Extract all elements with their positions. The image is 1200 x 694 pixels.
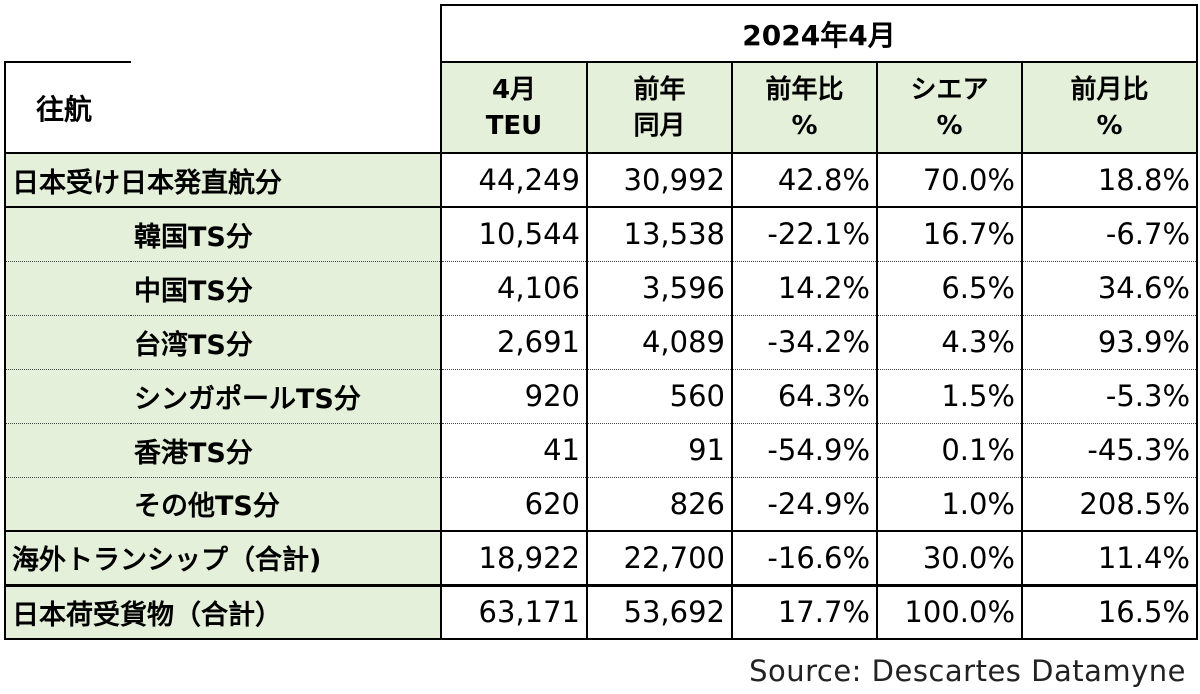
axis-label: 往航 [4,61,131,154]
value-cell: 44,249 [440,152,588,208]
value-cell: 18.8% [1021,152,1198,208]
table-row: 中国TS分 4,106 3,596 14.2% 6.5% 34.6% [4,261,1198,316]
row-label: シンガポールTS分 [4,369,442,424]
column-header-row: 往航 4月 TEU 前年 同月 前年比% シエア% 前月比% [4,61,1198,154]
value-cell: 30.0% [876,531,1023,587]
value-cell: 34.6% [1021,261,1198,316]
row-label: 中国TS分 [4,261,442,316]
table-row: シンガポールTS分 920 560 64.3% 1.5% -5.3% [4,369,1198,424]
period-row: 2024年4月 [5,4,1198,63]
value-cell: -22.1% [731,207,878,262]
value-cell: 91 [586,423,733,478]
col-header-prev-year: 前年 同月 [586,61,733,154]
value-cell: 16.5% [1021,585,1198,640]
value-cell: 1.0% [876,477,1023,532]
value-cell: 208.5% [1021,477,1198,532]
value-cell: 16.7% [876,207,1023,262]
row-label: 香港TS分 [4,423,442,478]
row-label: その他TS分 [4,477,442,532]
row-label: 台湾TS分 [4,315,442,370]
value-cell: 64.3% [731,369,878,424]
value-cell: 17.7% [731,585,878,640]
value-cell: 22,700 [586,531,733,587]
value-cell: -34.2% [731,315,878,370]
value-cell: 1.5% [876,369,1023,424]
value-cell: 11.4% [1021,531,1198,587]
table-row: 海外トランシップ（合計) 18,922 22,700 -16.6% 30.0% 11.4% [4,531,1198,587]
col-header-mom: 前月比% [1021,61,1198,154]
col-header-share: シエア% [876,61,1023,154]
value-cell: 70.0% [876,152,1023,208]
value-cell: 42.8% [731,152,878,208]
value-cell: -54.9% [731,423,878,478]
value-cell: 30,992 [586,152,733,208]
value-cell: 18,922 [440,531,588,587]
table-row: 日本荷受貨物（合計） 63,171 53,692 17.7% 100.0% 16.5% [4,585,1198,640]
period-header: 2024年4月 [440,4,1198,63]
row-label: 日本荷受貨物（合計） [4,585,442,640]
value-cell: 4.3% [876,315,1023,370]
table-row: 日本受け日本発直航分 44,249 30,992 42.8% 70.0% 18.8% [4,152,1198,208]
value-cell: 560 [586,369,733,424]
value-cell: -24.9% [731,477,878,532]
value-cell: 4,106 [440,261,588,316]
value-cell: 3,596 [586,261,733,316]
value-cell: -45.3% [1021,423,1198,478]
value-cell: 2,691 [440,315,588,370]
value-cell: 620 [440,477,588,532]
data-table: 2024年4月 往航 4月 TEU 前年 同月 前年比% シエア% 前月比% 日本受… [4,4,1198,640]
value-cell: -6.7% [1021,207,1198,262]
value-cell: 93.9% [1021,315,1198,370]
value-cell: 53,692 [586,585,733,640]
value-cell: -5.3% [1021,369,1198,424]
table-row: その他TS分 620 826 -24.9% 1.0% 208.5% [4,477,1198,532]
value-cell: 0.1% [876,423,1023,478]
value-cell: 100.0% [876,585,1023,640]
row-label: 海外トランシップ（合計) [4,531,442,587]
source-note: Source: Descartes Datamyne [749,654,1186,688]
value-cell: 6.5% [876,261,1023,316]
value-cell: 826 [586,477,733,532]
table-row: 韓国TS分 10,544 13,538 -22.1% 16.7% -6.7% [4,207,1198,262]
value-cell: 41 [440,423,588,478]
value-cell: 14.2% [731,261,878,316]
table-row: 台湾TS分 2,691 4,089 -34.2% 4.3% 93.9% [4,315,1198,370]
col-header-teu: 4月 TEU [440,61,588,154]
value-cell: 4,089 [586,315,733,370]
value-cell: 920 [440,369,588,424]
col-header-yoy: 前年比% [731,61,878,154]
table-row: 香港TS分 41 91 -54.9% 0.1% -45.3% [4,423,1198,478]
value-cell: 63,171 [440,585,588,640]
row-label: 韓国TS分 [4,207,442,262]
row-label: 日本受け日本発直航分 [4,152,442,208]
value-cell: -16.6% [731,531,878,587]
value-cell: 13,538 [586,207,733,262]
value-cell: 10,544 [440,207,588,262]
